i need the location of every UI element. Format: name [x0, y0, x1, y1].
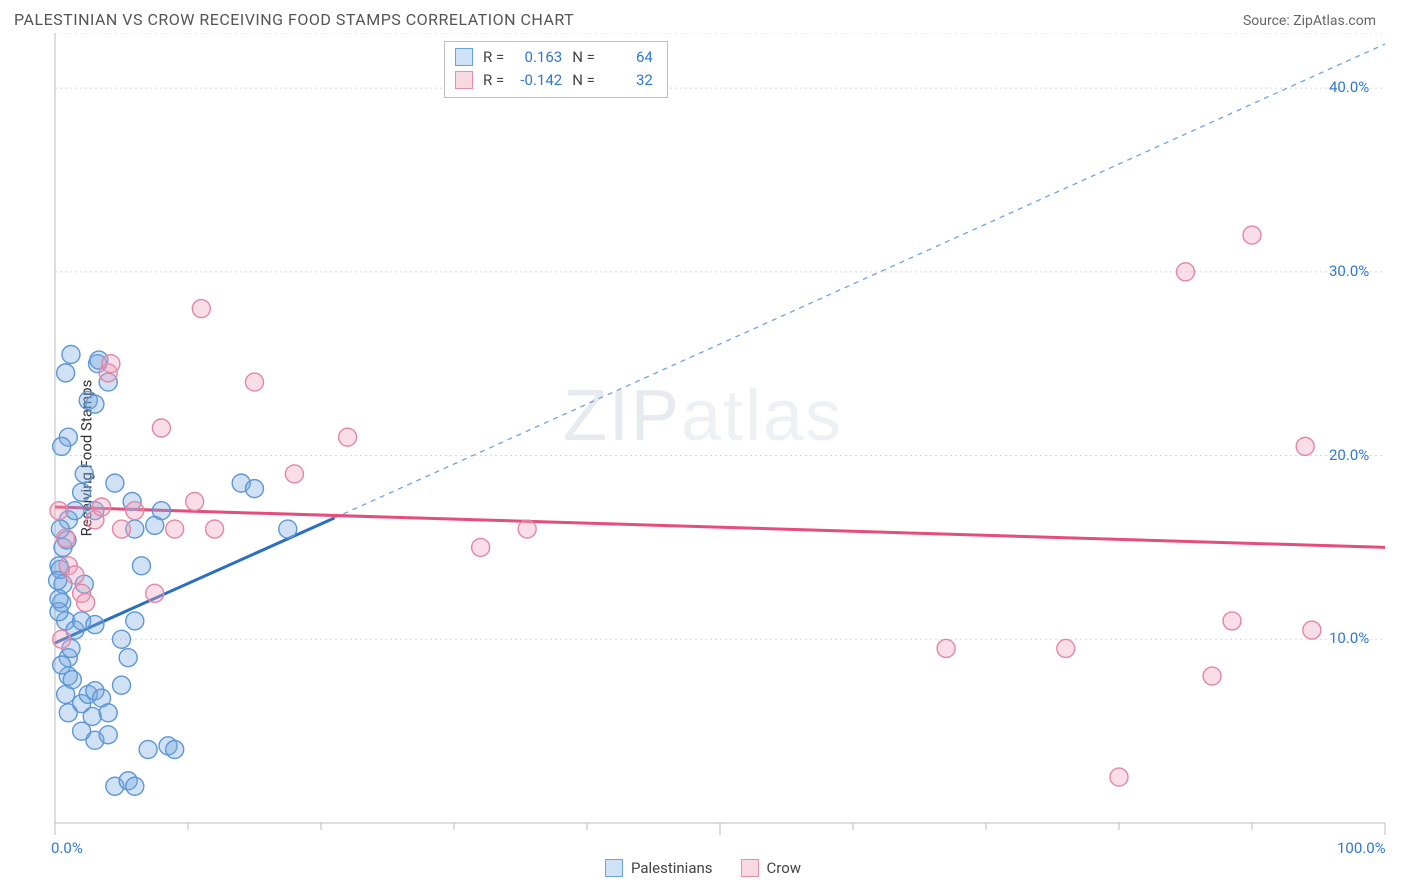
n-label: N =	[572, 46, 595, 69]
legend-label: Crow	[767, 859, 802, 877]
series-legend: Palestinians Crow	[605, 859, 801, 877]
n-label: N =	[572, 69, 595, 92]
stats-row: R = 0.163 N = 64	[455, 46, 653, 69]
swatch-icon	[741, 859, 759, 877]
source-label: Source:	[1243, 13, 1293, 29]
r-value: -0.142	[514, 69, 562, 92]
chart-title: PALESTINIAN VS CROW RECEIVING FOOD STAMP…	[14, 10, 574, 29]
n-value: 64	[605, 46, 653, 69]
swatch-icon	[455, 48, 473, 66]
n-value: 32	[605, 69, 653, 92]
y-tick-label: 30.0%	[1329, 262, 1369, 280]
swatch-icon	[605, 859, 623, 877]
x-tick-label-min: 0.0%	[51, 839, 83, 857]
scatter-chart	[0, 33, 1406, 883]
r-value: 0.163	[514, 46, 562, 69]
chart-area: Receiving Food Stamps ZIPatlas R = 0.163…	[0, 33, 1406, 883]
swatch-icon	[455, 71, 473, 89]
legend-item: Crow	[741, 859, 802, 877]
correlation-stats-box: R = 0.163 N = 64 R = -0.142 N = 32	[444, 41, 668, 98]
source-value: ZipAtlas.com	[1293, 13, 1376, 29]
y-tick-label: 10.0%	[1329, 629, 1369, 647]
source-attribution: Source: ZipAtlas.com	[1243, 13, 1376, 29]
legend-item: Palestinians	[605, 859, 713, 877]
y-tick-label: 40.0%	[1329, 78, 1369, 96]
legend-label: Palestinians	[631, 859, 713, 877]
y-tick-label: 20.0%	[1329, 446, 1369, 464]
r-label: R =	[483, 46, 504, 69]
r-label: R =	[483, 69, 504, 92]
x-tick-label-max: 100.0%	[1337, 839, 1386, 857]
stats-row: R = -0.142 N = 32	[455, 69, 653, 92]
